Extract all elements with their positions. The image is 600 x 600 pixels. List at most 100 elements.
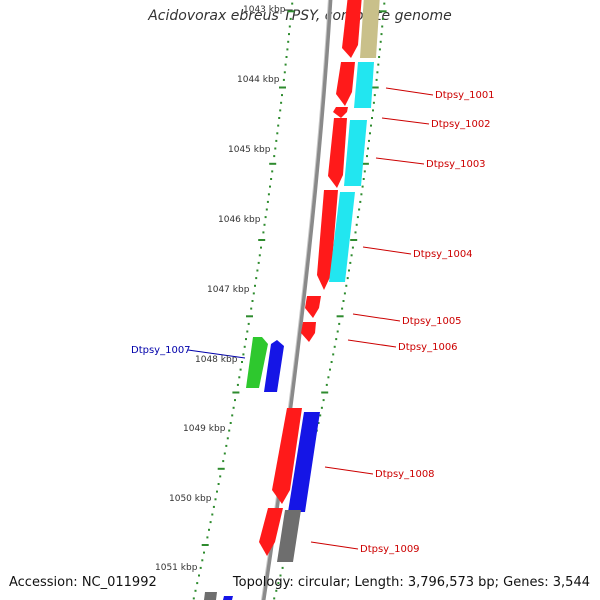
minor-tick xyxy=(267,193,270,196)
gene-arrow[interactable] xyxy=(333,107,348,118)
gene-label[interactable]: Dtpsy_1004 xyxy=(413,249,473,260)
gene-arrow[interactable] xyxy=(246,337,268,388)
gene-arrow[interactable] xyxy=(288,412,320,512)
gene-arrow[interactable] xyxy=(301,322,316,342)
kbp-label: 1050 kbp xyxy=(169,494,212,504)
minor-tick xyxy=(371,117,373,119)
minor-tick xyxy=(291,2,294,5)
minor-tick xyxy=(270,178,273,180)
minor-tick xyxy=(255,277,258,280)
minor-tick xyxy=(260,246,262,249)
minor-tick xyxy=(262,231,265,234)
major-tick xyxy=(336,315,344,318)
gene-arrow[interactable] xyxy=(259,508,283,556)
minor-tick xyxy=(370,124,372,127)
minor-tick xyxy=(271,170,274,173)
minor-tick xyxy=(198,574,200,577)
gene-arrow[interactable] xyxy=(329,192,355,282)
minor-tick xyxy=(251,300,254,302)
minor-tick xyxy=(243,345,246,348)
gene-arrow[interactable] xyxy=(272,408,302,504)
minor-tick xyxy=(274,147,277,150)
minor-tick xyxy=(208,528,210,531)
minor-tick xyxy=(373,94,376,97)
kbp-label: 1046 kbp xyxy=(218,215,261,225)
gene-label[interactable]: Dtpsy_1007 xyxy=(131,345,191,356)
major-tick xyxy=(269,162,277,165)
gene-label[interactable]: Dtpsy_1003 xyxy=(426,159,486,170)
minor-tick xyxy=(257,261,260,264)
minor-tick xyxy=(266,200,269,203)
minor-tick xyxy=(327,376,330,379)
minor-tick xyxy=(194,589,197,592)
minor-tick xyxy=(366,155,368,158)
kbp-label: 1045 kbp xyxy=(228,145,271,155)
kbp-label: 1048 kbp xyxy=(195,355,238,365)
gene-arrow[interactable] xyxy=(354,62,374,108)
major-tick xyxy=(232,391,240,394)
minor-tick xyxy=(196,582,199,585)
major-tick xyxy=(379,10,387,13)
major-tick xyxy=(279,86,286,89)
minor-tick xyxy=(228,429,231,432)
gene-arrow[interactable] xyxy=(305,296,321,318)
minor-tick xyxy=(336,330,339,333)
minor-tick xyxy=(247,322,250,325)
minor-tick xyxy=(372,109,374,112)
topology-text: Topology: circular; Length: 3,796,573 bp… xyxy=(232,575,590,590)
minor-tick xyxy=(376,71,379,74)
minor-tick xyxy=(359,200,362,203)
gene-label[interactable]: Dtpsy_1006 xyxy=(398,342,458,353)
gene-arrow[interactable] xyxy=(223,596,233,600)
gene-arrow[interactable] xyxy=(277,510,301,562)
minor-tick xyxy=(361,185,364,188)
gene-arrow[interactable] xyxy=(204,592,217,600)
minor-tick xyxy=(199,566,202,569)
minor-tick xyxy=(284,63,287,66)
accession-text: Accession: NC_011992 xyxy=(9,575,157,590)
minor-tick xyxy=(256,269,259,272)
major-tick xyxy=(246,315,253,318)
gene-arrow[interactable] xyxy=(344,120,367,186)
minor-tick xyxy=(329,368,331,371)
minor-tick xyxy=(211,513,214,516)
minor-tick xyxy=(242,353,245,356)
minor-tick xyxy=(356,216,359,219)
gene-arrow[interactable] xyxy=(264,340,284,392)
gene-arrow[interactable] xyxy=(328,118,347,188)
major-tick xyxy=(371,86,379,89)
minor-tick xyxy=(201,559,204,562)
gene-label[interactable]: Dtpsy_1009 xyxy=(360,544,420,555)
minor-tick xyxy=(283,71,286,74)
minor-tick xyxy=(380,33,383,36)
gene-arrow[interactable] xyxy=(360,0,380,58)
minor-tick xyxy=(278,117,281,119)
minor-tick xyxy=(341,307,344,310)
major-tick xyxy=(350,239,358,241)
gene-label[interactable]: Dtpsy_1001 xyxy=(435,90,495,101)
minor-tick xyxy=(363,170,366,173)
minor-tick xyxy=(280,101,283,104)
minor-tick xyxy=(351,246,354,249)
minor-tick xyxy=(269,185,271,188)
minor-tick xyxy=(226,437,229,440)
gene-label[interactable]: Dtpsy_1005 xyxy=(402,316,462,327)
gene-arrow[interactable] xyxy=(342,0,362,58)
minor-tick xyxy=(276,132,279,135)
kbp-label: 1043 kbp xyxy=(243,5,286,15)
minor-tick xyxy=(263,223,266,226)
kbp-label: 1044 kbp xyxy=(237,75,280,85)
minor-tick xyxy=(232,406,235,409)
gene-label[interactable]: Dtpsy_1008 xyxy=(375,469,435,480)
gene-arrow[interactable] xyxy=(336,62,355,106)
minor-tick xyxy=(348,269,350,272)
minor-tick xyxy=(319,414,322,417)
minor-tick xyxy=(333,345,336,348)
minor-tick xyxy=(258,254,261,257)
minor-tick xyxy=(325,383,328,386)
gene-label[interactable]: Dtpsy_1002 xyxy=(431,119,491,130)
minor-tick xyxy=(216,490,218,493)
minor-tick xyxy=(320,406,323,409)
gene-arrow[interactable] xyxy=(317,190,338,290)
